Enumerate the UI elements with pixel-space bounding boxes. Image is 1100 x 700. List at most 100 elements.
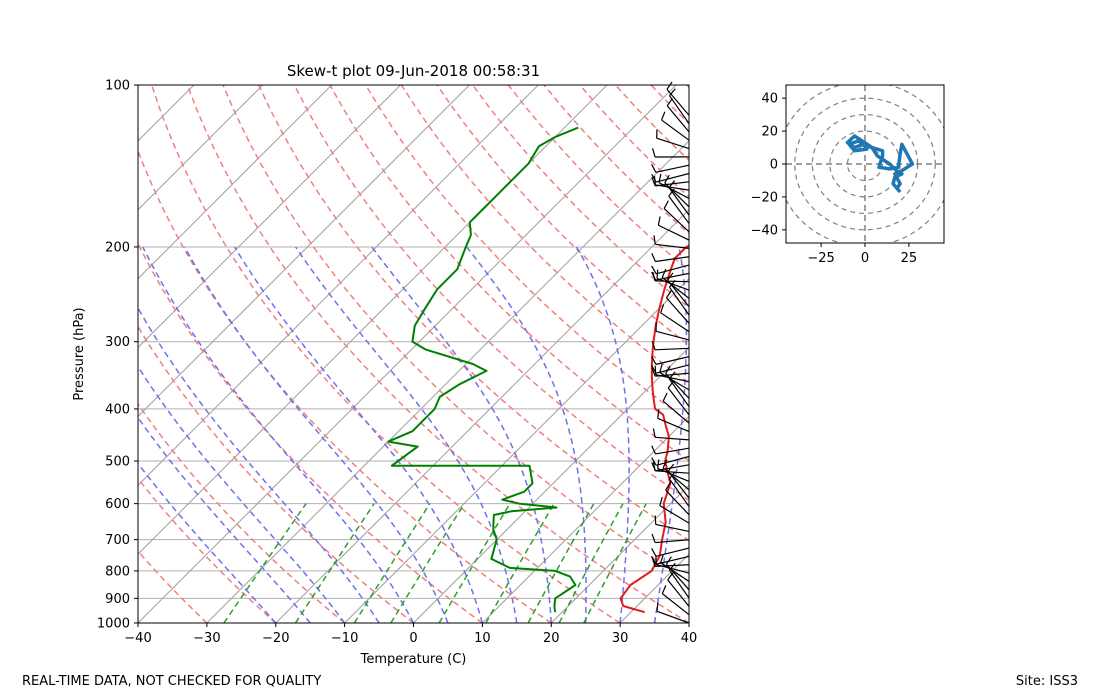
wind-barb xyxy=(655,264,690,275)
skewt-xlabel: Temperature (C) xyxy=(360,652,467,667)
wind-barb xyxy=(669,95,690,124)
isotherm-line xyxy=(344,277,689,623)
dry-adiabat-line xyxy=(138,149,552,623)
wind-barb-flag xyxy=(651,533,656,543)
dry-adiabat-line xyxy=(138,242,483,623)
wind-barb-flag xyxy=(651,457,657,466)
wind-barb xyxy=(660,312,690,333)
wind-barb xyxy=(668,478,690,507)
dry-adiabat-line xyxy=(365,85,689,423)
wind-barb-flag xyxy=(661,268,667,278)
wind-barb xyxy=(655,555,690,565)
mixing-ratio-line xyxy=(353,503,431,623)
wind-barb-flag xyxy=(666,98,673,107)
moist-adiabat-line xyxy=(653,246,688,623)
temperature-tick-label: 30 xyxy=(612,631,629,646)
isotherm-line xyxy=(482,415,689,623)
hodograph-ring xyxy=(794,97,936,231)
isotherm-line xyxy=(138,85,332,280)
isotherm-line xyxy=(275,209,689,623)
isotherm-line xyxy=(138,85,264,211)
dry-adiabat-line xyxy=(138,550,208,623)
wind-barb-flag xyxy=(652,428,656,438)
dry-adiabat-line xyxy=(138,325,414,623)
hodograph-y-tick-label: −40 xyxy=(751,223,778,238)
pressure-tick-label: 900 xyxy=(105,592,130,607)
wind-barb-flag xyxy=(651,271,657,281)
pressure-tick-label: 500 xyxy=(105,455,130,470)
moist-adiabat-line xyxy=(466,246,587,623)
wind-barb xyxy=(667,579,690,607)
hodograph-trace xyxy=(845,134,915,194)
hodograph-y-axis: −40 −20 0 20 40 xyxy=(751,92,786,238)
quality-disclaimer: REAL-TIME DATA, NOT CHECKED FOR QUALITY xyxy=(22,674,322,689)
temperature-tick-label: 40 xyxy=(681,631,698,646)
moist-adiabat-line xyxy=(142,246,415,623)
wind-barb xyxy=(655,464,690,472)
wind-barb xyxy=(655,436,690,441)
wind-barb xyxy=(655,523,690,533)
moist-adiabat-line xyxy=(371,246,553,623)
site-label: Site: ISS3 xyxy=(1015,674,1078,689)
hodograph-x-tick-label: −25 xyxy=(807,251,834,266)
wind-barb xyxy=(655,564,690,567)
wind-barb xyxy=(668,195,690,224)
isotherm-line xyxy=(550,484,689,623)
wind-barb-flag xyxy=(651,253,656,262)
pressure-tick-label: 800 xyxy=(105,564,130,579)
wind-barb xyxy=(658,224,690,241)
pressure-tick-label: 700 xyxy=(105,533,130,548)
dry-adiabat-line xyxy=(436,85,689,347)
wind-barb xyxy=(657,417,690,433)
wind-barb xyxy=(654,280,690,283)
wind-barb-flag xyxy=(652,148,656,158)
wind-barb xyxy=(655,181,690,187)
wind-barb xyxy=(655,347,690,351)
moist-adiabat-lines xyxy=(138,246,688,623)
wind-barb xyxy=(666,297,690,324)
isotherm-line xyxy=(413,346,689,623)
moist-adiabat-line xyxy=(138,306,380,623)
wind-barb xyxy=(668,569,690,599)
pressure-gridlines xyxy=(138,85,689,623)
wind-barb xyxy=(666,88,690,116)
isotherm-line xyxy=(138,85,470,418)
mixing-ratio-line xyxy=(294,503,375,623)
wind-barb-flag xyxy=(651,445,657,455)
mixing-ratio-lines xyxy=(223,503,647,623)
isotherm-line xyxy=(138,85,401,349)
wind-barb xyxy=(661,593,690,616)
temperature-tick-label: −30 xyxy=(193,631,220,646)
skewt-ylabel: Pressure (hPa) xyxy=(72,307,87,400)
wind-barb-flag xyxy=(661,111,666,121)
wind-barb-flag xyxy=(651,173,657,183)
wind-barb xyxy=(659,505,690,524)
pressure-tick-label: 400 xyxy=(105,402,130,417)
wind-barb xyxy=(655,447,690,455)
wind-barb xyxy=(655,330,690,341)
mixing-ratio-line xyxy=(485,503,555,623)
mixing-ratio-line xyxy=(583,503,647,623)
wind-barb xyxy=(655,470,690,474)
temperature-tick-label: 20 xyxy=(543,631,560,646)
dry-adiabat-line xyxy=(138,477,277,623)
moist-adiabat-line xyxy=(138,365,346,623)
wind-barb-flag xyxy=(659,363,663,373)
wind-barb xyxy=(655,256,690,263)
wind-barb-flag xyxy=(660,553,665,563)
wind-barb xyxy=(667,387,690,416)
hodograph-crosshair xyxy=(786,85,944,243)
mixing-ratio-line xyxy=(223,503,307,623)
temperature-tick-label: 10 xyxy=(474,631,491,646)
hodograph-plot: −40 −20 0 20 40 −25 0 25 xyxy=(751,84,945,266)
dry-adiabat-line xyxy=(150,85,621,623)
isotherm-line xyxy=(206,140,689,623)
wind-barb-flag xyxy=(660,304,665,314)
isotherm-line xyxy=(0,85,56,623)
wind-barb xyxy=(655,539,690,544)
wind-barb-flag xyxy=(662,459,668,469)
wind-barb xyxy=(661,119,690,141)
hodograph-x-tick-label: 25 xyxy=(901,251,918,266)
wind-barb-flag xyxy=(651,556,657,565)
